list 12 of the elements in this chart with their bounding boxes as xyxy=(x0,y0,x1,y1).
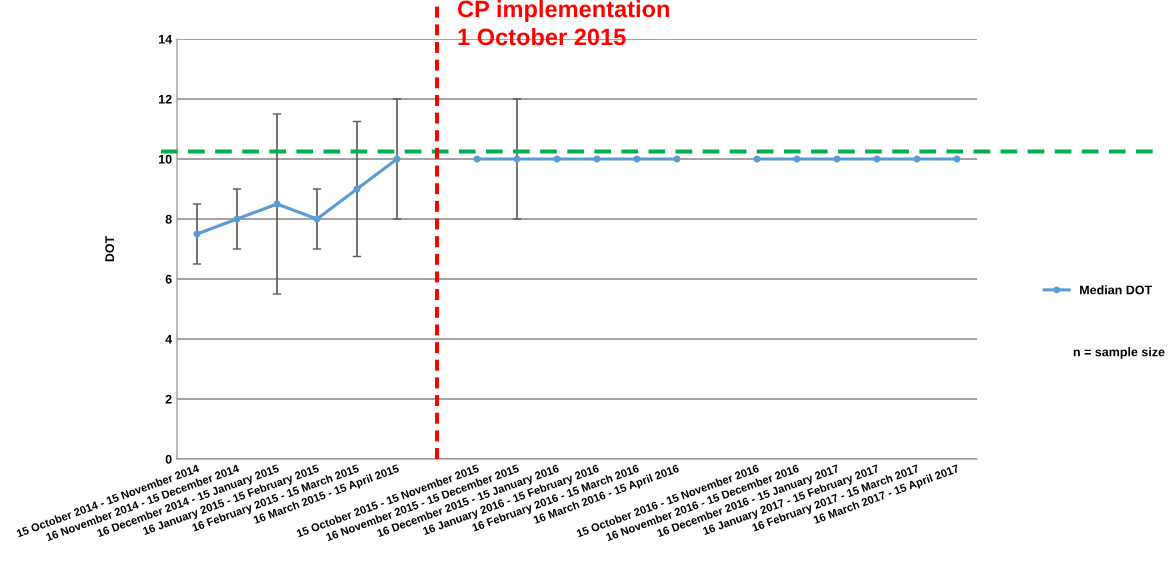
y-tick-label: 2 xyxy=(165,394,172,404)
y-tick-label: 4 xyxy=(165,334,173,344)
y-tick-label: 14 xyxy=(159,34,173,44)
y-tick-label: 6 xyxy=(165,274,172,284)
legend-label: Median DOT xyxy=(1080,285,1153,295)
annotation: CP implementation 1 October 2015 xyxy=(457,0,669,46)
y-tick-label: 12 xyxy=(159,94,172,104)
y-tick-label: 8 xyxy=(165,214,172,224)
text: n = sample size xyxy=(1073,347,1165,359)
y-tick-label: 10 xyxy=(159,154,172,164)
y-tick-label: 0 xyxy=(165,454,172,464)
y-axis-title: DOT xyxy=(105,235,115,262)
